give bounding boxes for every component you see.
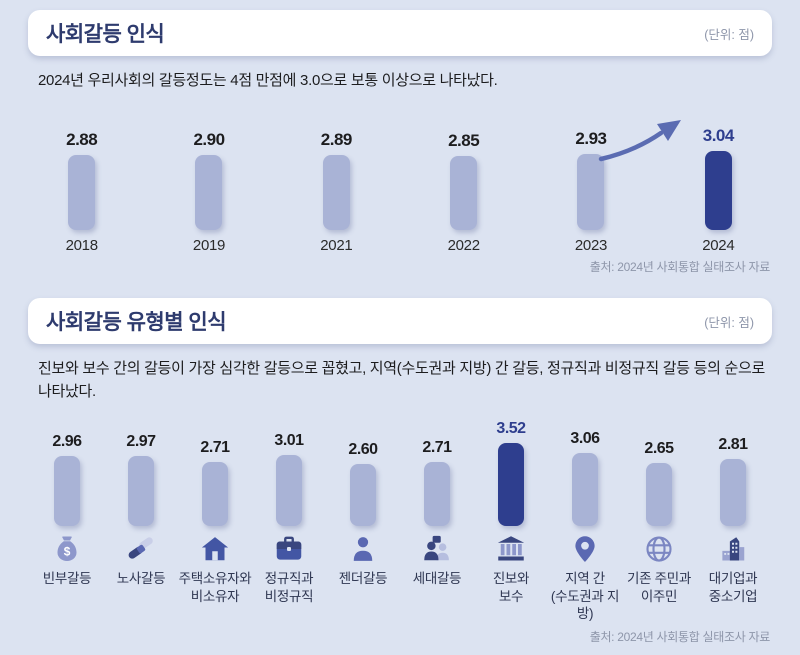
building-icon <box>718 534 748 564</box>
bar-column: 2.85 2022 <box>400 112 527 254</box>
bar <box>127 456 154 526</box>
bar-column: 2.81 대기업과 중소기업 <box>696 416 770 623</box>
category-label: 진보와 보수 <box>492 571 530 604</box>
section1-title: 사회갈등 인식 <box>46 23 165 46</box>
bar-value: 2.97 <box>126 433 156 450</box>
yearly-conflict-chart: 2.88 2018 2.90 2019 2.89 2021 2.85 2022 2.93 2023… <box>18 112 782 254</box>
bar-value: 2.71 <box>422 439 452 456</box>
section1-unit-label: (단위: 점) <box>704 27 754 42</box>
bar-column: 2.71 주택소유자와 비소유자 <box>178 416 252 623</box>
bar-column: 2.60 젠더갈등 <box>326 416 400 623</box>
bar-value: 2.85 <box>448 131 480 150</box>
bar <box>195 155 223 230</box>
briefcase-icon <box>274 534 304 564</box>
handshake-icon <box>126 534 156 564</box>
section2-subtitle: 진보와 보수 간의 갈등이 가장 심각한 갈등으로 꼽혔고, 지역(수도권과 지… <box>38 360 766 400</box>
category-label: 주택소유자와 비소유자 <box>178 571 252 604</box>
bar-column: 2.65 기존 주민과 이주민 <box>622 416 696 623</box>
bar <box>68 155 96 230</box>
section2-title: 사회갈등 유형별 인식 <box>46 311 227 334</box>
bank-icon <box>496 534 526 564</box>
bar-column: 3.01 정규직과 비정규직 <box>252 416 326 623</box>
bar <box>201 462 228 526</box>
section1-header: 사회갈등 인식 (단위: 점) <box>28 10 772 56</box>
bar-column: 3.04 2024 <box>655 112 782 254</box>
category-label: 2024 <box>702 237 735 254</box>
bar <box>704 151 732 230</box>
category-label: 2018 <box>65 237 98 254</box>
svg-text:$: $ <box>64 545 71 559</box>
money-bag-icon: $ <box>52 534 82 564</box>
bar-column: 2.89 2021 <box>273 112 400 254</box>
bar-value: 2.88 <box>66 130 98 149</box>
category-label: 정규직과 비정규직 <box>264 571 314 604</box>
bar-column: 3.52 진보와 보수 <box>474 416 548 623</box>
house-icon <box>200 534 230 564</box>
bar-value: 3.04 <box>702 126 735 145</box>
bar-value: 3.01 <box>274 432 304 449</box>
category-label: 2019 <box>192 237 226 254</box>
bar-column: 2.93 2023 <box>527 112 654 254</box>
bar-column: 2.71 세대갈등 <box>400 416 474 623</box>
category-label: 빈부갈등 <box>42 571 92 586</box>
section2-unit-label: (단위: 점) <box>704 315 754 330</box>
bar-value: 2.71 <box>200 439 230 456</box>
bar-value: 2.81 <box>718 436 748 453</box>
bar-column: 2.97 노사갈등 <box>104 416 178 623</box>
people-icon <box>422 534 452 564</box>
bar-column: 2.88 2018 <box>18 112 145 254</box>
category-label: 2021 <box>320 237 353 254</box>
category-label: 기존 주민과 이주민 <box>626 571 692 604</box>
category-label: 노사갈등 <box>116 571 166 586</box>
bar-column: 2.96 $ 빈부갈등 <box>30 416 104 623</box>
bar-value: 3.06 <box>570 430 600 447</box>
category-label: 젠더갈등 <box>338 571 388 586</box>
section1-subtitle: 2024년 우리사회의 갈등정도는 4점 만점에 3.0으로 보통 이상으로 나… <box>38 72 498 89</box>
bar-value: 2.90 <box>193 130 225 149</box>
section2-header: 사회갈등 유형별 인식 (단위: 점) <box>28 298 772 344</box>
category-label: 세대갈등 <box>412 571 462 586</box>
bar-column: 2.90 2019 <box>145 112 272 254</box>
bar-value: 2.65 <box>644 440 674 457</box>
category-label: 2022 <box>447 237 480 254</box>
bar <box>53 456 80 526</box>
bar-value: 3.52 <box>496 420 526 437</box>
globe-icon <box>644 534 674 564</box>
bar <box>275 455 302 526</box>
category-label: 대기업과 중소기업 <box>708 571 758 604</box>
bar <box>571 453 598 526</box>
map-pin-icon <box>570 534 600 564</box>
category-label: 2023 <box>574 237 608 254</box>
bar <box>719 459 746 526</box>
section2-source: 출처: 2024년 사회통합 실태조사 자료 <box>589 630 771 644</box>
conflict-by-type-chart: 2.96 $ 빈부갈등 2.97 노사갈등 2.71 주택소유자와 비소유자 3.01 정규직과 비… <box>30 416 770 623</box>
bar <box>450 156 478 230</box>
bar-value: 2.96 <box>52 433 82 450</box>
bar-column: 3.06 지역 간 (수도권과 지방) <box>548 416 622 623</box>
bar <box>497 443 524 526</box>
bar <box>349 464 376 526</box>
category-label: 지역 간 (수도권과 지방) <box>550 571 620 622</box>
bar <box>645 463 672 526</box>
bar-value: 2.60 <box>348 441 378 458</box>
rise-arrow-icon <box>598 120 681 162</box>
person-icon <box>348 534 378 564</box>
bar <box>577 154 605 230</box>
bar-value: 2.93 <box>575 129 607 148</box>
section1-source: 출처: 2024년 사회통합 실태조사 자료 <box>589 260 771 274</box>
bar-value: 2.89 <box>320 130 353 149</box>
bar <box>322 155 350 230</box>
bar <box>423 462 450 526</box>
